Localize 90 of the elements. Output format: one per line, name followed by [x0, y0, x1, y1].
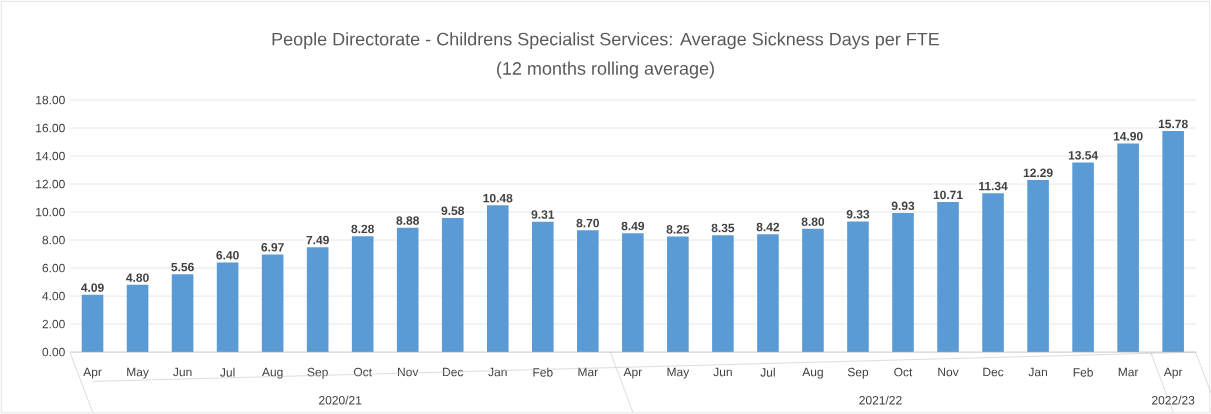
data-label: 6.40 [216, 250, 239, 260]
data-label: 8.42 [756, 222, 780, 232]
y-tick-label: 0.00 [42, 347, 65, 357]
bar [216, 262, 239, 353]
x-tick-label: Dec [983, 367, 1004, 377]
bar [351, 236, 374, 353]
data-label: 12.29 [1023, 168, 1053, 178]
data-label: 9.31 [531, 210, 555, 219]
y-tick-label: 2.00 [42, 319, 65, 329]
bar [441, 217, 464, 353]
data-label: 8.49 [621, 221, 645, 231]
data-label: 15.78 [1158, 119, 1188, 129]
data-label: 8.28 [351, 224, 375, 234]
data-label: 8.80 [801, 217, 825, 226]
bar [306, 247, 329, 353]
x-tick-label: Jul [760, 367, 775, 377]
x-tick-label: May [127, 367, 149, 379]
y-tick-label: 14.00 [36, 151, 65, 161]
x-tick-label: Nov [938, 367, 959, 377]
data-label: 4.09 [81, 283, 104, 292]
data-label: 10.48 [483, 193, 513, 203]
x-tick-label: Feb [533, 367, 553, 377]
chart-subtitle: (12 months rolling average) [497, 61, 714, 79]
data-label: 11.34 [979, 181, 1008, 191]
x-tick-label: Mar [1118, 367, 1139, 377]
bar [261, 254, 284, 353]
bar [937, 202, 959, 353]
bar [486, 205, 509, 353]
y-tick-label: 12.00 [36, 179, 65, 189]
x-tick-label: Apr [623, 367, 642, 379]
x-tick-label: Sep [847, 367, 869, 379]
y-tick-label: 4.00 [42, 291, 65, 301]
y-tick-label: 18.00 [36, 95, 65, 105]
data-label: 14.90 [1113, 131, 1143, 141]
bar [712, 235, 734, 353]
x-tick-label: Oct [353, 367, 372, 377]
x-tick-label: Oct [894, 367, 913, 377]
bar [531, 221, 554, 353]
text: 2021/22 [859, 395, 902, 405]
x-tick-label: Sep [307, 367, 328, 379]
bar [171, 274, 194, 353]
bar [982, 193, 1004, 353]
x-tick-label: Jul [220, 367, 235, 377]
bar [1027, 179, 1049, 353]
bar [1117, 143, 1139, 353]
x-tick-label: Apr [83, 367, 102, 379]
data-label: 8.35 [711, 223, 735, 233]
x-tick-label: Aug [802, 367, 823, 379]
x-tick-label: Aug [261, 367, 283, 379]
bar [126, 284, 149, 353]
x-tick-label: Apr [1163, 367, 1183, 379]
data-label: 5.56 [171, 262, 194, 272]
x-tick-label: Jan [488, 367, 507, 377]
x-tick-label: Feb [1073, 367, 1093, 377]
text: 2020/21 [319, 395, 362, 405]
x-tick-label: Jun [713, 367, 732, 377]
x-tick-label: Dec [443, 367, 464, 377]
y-tick-label: 16.00 [36, 123, 65, 133]
data-label: 9.33 [846, 209, 870, 219]
bar [802, 228, 824, 353]
bar [847, 221, 869, 353]
data-label: 9.93 [891, 201, 915, 211]
data-label: 8.88 [396, 216, 420, 225]
x-tick-label: Mar [578, 367, 598, 377]
bar [81, 294, 104, 353]
data-label: 9.58 [441, 206, 465, 215]
data-label: 13.54 [1068, 150, 1099, 160]
data-label: 4.80 [126, 273, 149, 282]
bar [667, 236, 689, 353]
x-tick-label: May [667, 367, 690, 379]
chart-title: People Directorate - Childrens Specialist Services: Average Sickness Days per FTE [272, 32, 940, 50]
bar [1162, 131, 1184, 353]
y-tick-label: 8.00 [42, 235, 65, 245]
bar [396, 227, 419, 353]
y-tick-label: 6.00 [42, 263, 65, 273]
bar [757, 234, 779, 353]
bar [1072, 162, 1094, 353]
data-label: 8.25 [666, 225, 690, 234]
x-tick-label: Jun [173, 367, 192, 377]
data-label: 8.70 [576, 218, 600, 228]
bar [577, 230, 599, 353]
x-tick-label: Jan [1028, 367, 1047, 377]
bar [622, 233, 644, 353]
data-label: 6.97 [261, 243, 284, 252]
data-label: 10.71 [933, 190, 963, 200]
x-tick-label: Nov [398, 367, 419, 377]
data-label: 7.49 [306, 235, 329, 245]
y-tick-label: 10.00 [36, 207, 65, 217]
text: 2022/23 [1152, 395, 1195, 405]
bar [892, 212, 914, 353]
